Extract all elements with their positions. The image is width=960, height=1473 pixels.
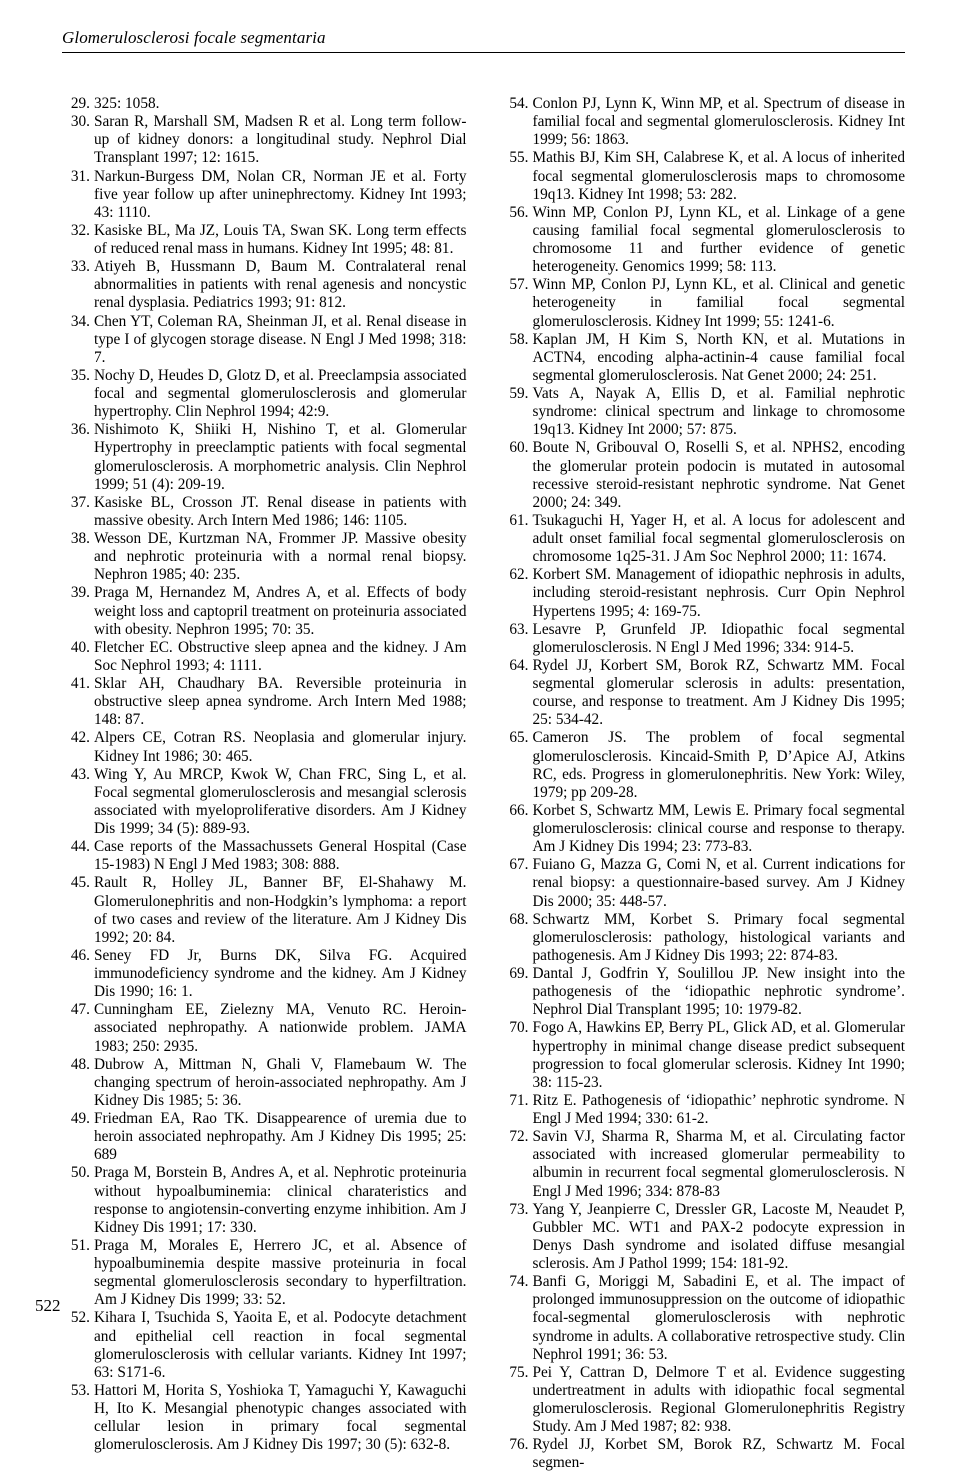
reference-item: Wesson DE, Kurtzman NA, Frommer JP. Mass… [94, 530, 467, 584]
reference-item: Seney FD Jr, Burns DK, Silva FG. Acquire… [94, 947, 467, 1001]
reference-item: Mathis BJ, Kim SH, Calabrese K, et al. A… [533, 149, 906, 203]
reference-item: Fogo A, Hawkins EP, Berry PL, Glick AD, … [533, 1019, 906, 1092]
reference-item: Narkun-Burgess DM, Nolan CR, Norman JE e… [94, 168, 467, 222]
header-rule [62, 52, 905, 53]
reference-item: Kasiske BL, Ma JZ, Louis TA, Swan SK. Lo… [94, 222, 467, 258]
reference-item: Praga M, Hernandez M, Andres A, et al. E… [94, 584, 467, 638]
reference-item: Boute N, Gribouval O, Roselli S, et al. … [533, 439, 906, 512]
reference-item: Lesavre P, Grunfeld JP. Idiopathic focal… [533, 621, 906, 657]
reference-item: Praga M, Borstein B, Andres A, et al. Ne… [94, 1164, 467, 1237]
reference-item: Chen YT, Coleman RA, Sheinman JI, et al.… [94, 313, 467, 367]
reference-item: Pei Y, Cattran D, Delmore T et al. Evide… [533, 1364, 906, 1437]
reference-item: Wing Y, Au MRCP, Kwok W, Chan FRC, Sing … [94, 766, 467, 839]
reference-item: Yang Y, Jeanpierre C, Dressler GR, Lacos… [533, 1201, 906, 1274]
reference-item: Kasiske BL, Crosson JT. Renal disease in… [94, 494, 467, 530]
reference-item: Winn MP, Conlon PJ, Lynn KL, et al. Link… [533, 204, 906, 277]
reference-item: Dubrow A, Mittman N, Ghali V, Flamebaum … [94, 1056, 467, 1110]
reference-list: 325: 1058.Saran R, Marshall SM, Madsen R… [62, 95, 905, 1473]
reference-item: Banfi G, Moriggi M, Sabadini E, et al. T… [533, 1273, 906, 1364]
reference-item: Nishimoto K, Shiiki H, Nishino T, et al.… [94, 421, 467, 494]
reference-item: Friedman EA, Rao TK. Disappearence of ur… [94, 1110, 467, 1164]
reference-item: Alpers CE, Cotran RS. Neoplasia and glom… [94, 729, 467, 765]
reference-item: Rydel JJ, Korbet SM, Borok RZ, Schwartz … [533, 1436, 906, 1472]
reference-item: 325: 1058. [94, 95, 467, 113]
reference-item: Rydel JJ, Korbert SM, Borok RZ, Schwartz… [533, 657, 906, 730]
reference-item: Kaplan JM, H Kim S, North KN, et al. Mut… [533, 331, 906, 385]
reference-item: Fletcher EC. Obstructive sleep apnea and… [94, 639, 467, 675]
reference-item: Nochy D, Heudes D, Glotz D, et al. Preec… [94, 367, 467, 421]
reference-item: Tsukaguchi H, Yager H, et al. A locus fo… [533, 512, 906, 566]
running-title: Glomerulosclerosi focale segmentaria [62, 28, 905, 48]
reference-item: Winn MP, Conlon PJ, Lynn KL, et al. Clin… [533, 276, 906, 330]
reference-item: Rault R, Holley JL, Banner BF, El-Shahaw… [94, 874, 467, 947]
reference-item: Conlon PJ, Lynn K, Winn MP, et al. Spect… [533, 95, 906, 149]
reference-item: Savin VJ, Sharma R, Sharma M, et al. Cir… [533, 1128, 906, 1201]
reference-item: Vats A, Nayak A, Ellis D, et al. Familia… [533, 385, 906, 439]
reference-item: Sklar AH, Chaudhary BA. Reversible prote… [94, 675, 467, 729]
reference-item: Praga M, Morales E, Herrero JC, et al. A… [94, 1237, 467, 1310]
reference-item: Korbet S, Schwartz MM, Lewis E. Primary … [533, 802, 906, 856]
reference-item: Cunningham EE, Zielezny MA, Venuto RC. H… [94, 1001, 467, 1055]
reference-item: Atiyeh B, Hussmann D, Baum M. Contralate… [94, 258, 467, 312]
reference-item: Saran R, Marshall SM, Madsen R et al. Lo… [94, 113, 467, 167]
reference-item: Hattori M, Horita S, Yoshioka T, Yamaguc… [94, 1382, 467, 1455]
page-number: 522 [35, 1296, 61, 1316]
reference-item: Case reports of the Massachussets Genera… [94, 838, 467, 874]
reference-item: Cameron JS. The problem of focal segment… [533, 729, 906, 802]
reference-item: Korbert SM. Management of idiopathic nep… [533, 566, 906, 620]
reference-item: Schwartz MM, Korbet S. Primary focal seg… [533, 911, 906, 965]
reference-item: Dantal J, Godfrin Y, Soulillou JP. New i… [533, 965, 906, 1019]
reference-item: Fuiano G, Mazza G, Comi N, et al. Curren… [533, 856, 906, 910]
references-columns: 325: 1058.Saran R, Marshall SM, Madsen R… [62, 95, 905, 1473]
page: Glomerulosclerosi focale segmentaria 325… [0, 0, 960, 1346]
reference-item: Ritz E. Pathogenesis of ‘idiopathic’ nep… [533, 1092, 906, 1128]
